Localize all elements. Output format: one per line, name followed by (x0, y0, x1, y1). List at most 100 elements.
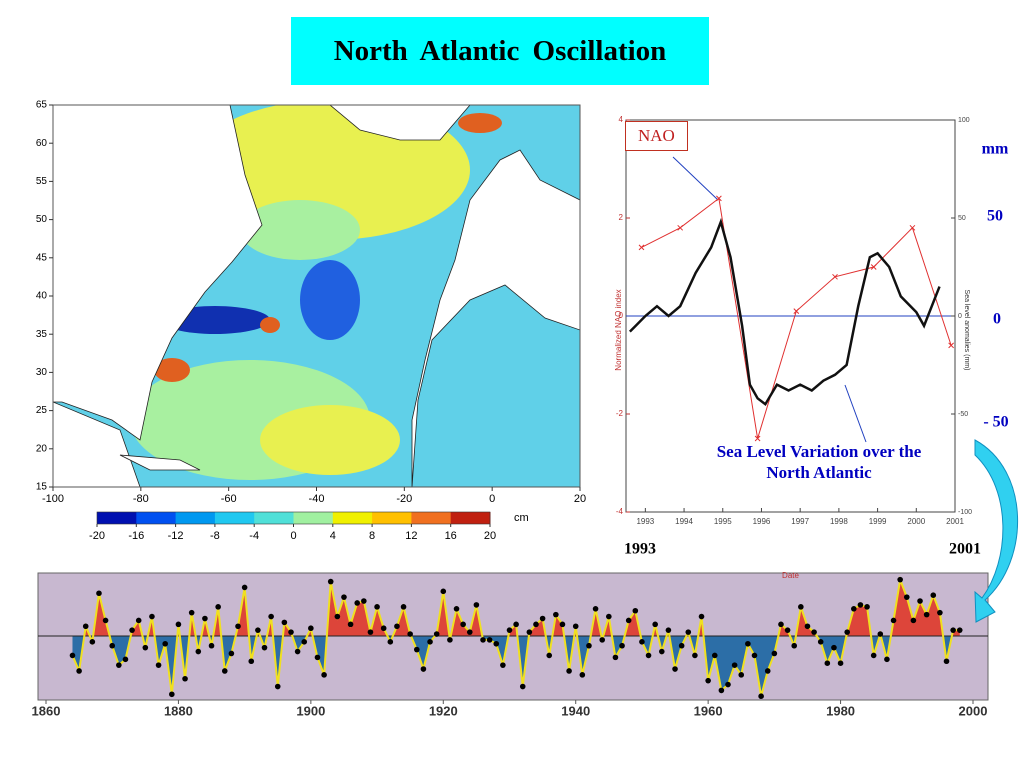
data-point (506, 627, 513, 633)
data-point (116, 662, 122, 668)
data-point (652, 621, 658, 628)
y-tick-label: 25 (36, 405, 48, 416)
data-point (910, 617, 917, 624)
data-point (599, 637, 605, 643)
data-point (884, 656, 890, 663)
y2-tick-label: 100 (958, 117, 970, 124)
data-point (493, 640, 500, 647)
data-point (301, 639, 308, 645)
colorbar-tick-label: 0 (290, 530, 296, 542)
data-point (400, 604, 407, 610)
data-point (248, 658, 255, 665)
colorbar-segment (97, 512, 137, 524)
data-point (149, 613, 155, 620)
y2-tick-label: -100 (958, 509, 972, 516)
x-tick-label: 1900 (296, 703, 325, 718)
data-point (195, 648, 202, 655)
colorbar-segment (136, 512, 177, 524)
colorbar-tick-label: -20 (89, 530, 105, 542)
x-tick-label: 1980 (826, 703, 855, 718)
data-point (870, 264, 877, 270)
colorbar-tick-label: -16 (128, 530, 144, 542)
data-point (129, 627, 135, 633)
data-point (784, 627, 791, 633)
data-point (135, 617, 142, 624)
data-point (844, 629, 850, 635)
data-point (314, 654, 321, 661)
data-point (837, 660, 844, 666)
data-point (155, 662, 162, 668)
colorbar-tick-label: -8 (210, 530, 220, 542)
data-point (804, 623, 811, 630)
data-point (771, 650, 778, 657)
data-point (394, 623, 400, 630)
data-point (466, 629, 473, 635)
data-point (82, 623, 89, 630)
data-point (559, 621, 566, 628)
colorbar-tick-label: -4 (249, 530, 259, 542)
data-point (169, 691, 175, 698)
data-point (566, 668, 572, 674)
data-point (793, 308, 800, 314)
annotation: - 50 (983, 414, 1008, 431)
data-point (632, 607, 639, 614)
x-tick-label: 0 (489, 493, 495, 505)
data-point (948, 342, 954, 349)
data-point (625, 617, 632, 624)
data-point (215, 604, 221, 610)
data-point (672, 666, 678, 672)
data-point (923, 611, 930, 618)
data-point (791, 642, 798, 649)
data-point (909, 224, 916, 231)
data-point (380, 625, 387, 632)
data-point (235, 623, 241, 630)
data-point (877, 631, 884, 637)
data-point (208, 642, 215, 649)
data-point (109, 642, 116, 649)
data-point (102, 617, 109, 624)
legend-nao: NAO (625, 121, 688, 151)
data-point (917, 598, 923, 604)
x-tick-label: 1860 (32, 703, 61, 718)
data-point (677, 224, 684, 231)
data-point (890, 617, 897, 624)
data-point (308, 625, 314, 632)
y-tick-label: 35 (36, 329, 48, 340)
data-point (414, 646, 420, 653)
data-point (321, 672, 327, 678)
x-tick-label: 1997 (791, 517, 809, 526)
data-point (751, 652, 758, 659)
colorbar-tick-label: -12 (168, 530, 184, 542)
map-image (53, 105, 580, 487)
x-tick-label: 1995 (714, 517, 732, 526)
data-point (526, 629, 533, 635)
data-point (764, 668, 771, 674)
data-point (619, 642, 625, 649)
data-point (692, 652, 698, 659)
data-point (832, 273, 838, 280)
data-point (374, 604, 380, 610)
data-point (241, 584, 248, 591)
data-point (903, 594, 910, 600)
y-tick-label: 20 (36, 443, 48, 454)
y-tick-label: 30 (36, 367, 48, 378)
data-point (606, 613, 612, 620)
data-point (831, 644, 837, 651)
data-point (711, 652, 718, 659)
data-point (592, 606, 599, 612)
x-tick-label: 1920 (429, 703, 458, 718)
y-tick-label: 40 (36, 291, 48, 302)
data-point (188, 609, 195, 616)
y-tick-label: -2 (616, 409, 624, 418)
series-line (628, 217, 941, 407)
data-point (182, 675, 188, 682)
data-point (407, 631, 413, 637)
x-tick-label: 20 (574, 493, 586, 505)
data-point (122, 656, 129, 663)
data-point (460, 621, 466, 628)
x-axis-label: Date (782, 571, 799, 580)
data-point (897, 576, 903, 583)
x-tick-label: -60 (221, 493, 237, 505)
data-point (645, 652, 652, 659)
